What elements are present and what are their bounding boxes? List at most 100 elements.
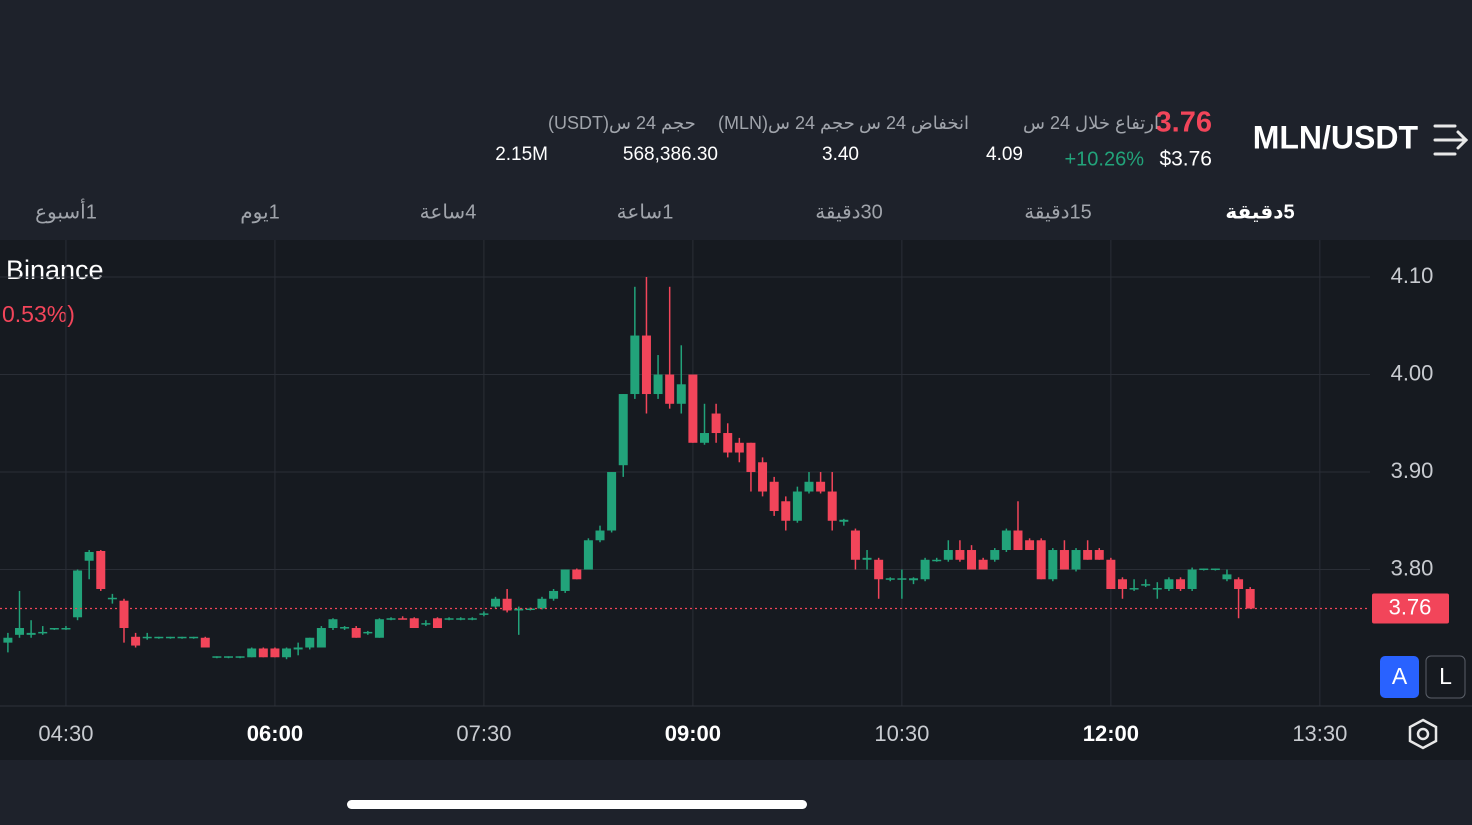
candle-body (781, 501, 791, 521)
timeframe-tab[interactable]: 1ساعة (617, 201, 674, 223)
candle-body (456, 618, 466, 620)
candle-body (1013, 530, 1023, 551)
log-button[interactable] (1425, 655, 1466, 699)
candle-body (432, 618, 442, 629)
candle-body (1199, 568, 1209, 571)
y-tick-label: 3.80 (1391, 555, 1434, 580)
candle-body (955, 550, 965, 560)
y-tick-label: 4.10 (1391, 263, 1434, 288)
stat-label: حجم 24 س(MLN) (718, 113, 855, 134)
candle-body (827, 491, 837, 521)
candle-body (595, 530, 605, 541)
change: +10.26% (1064, 148, 1144, 170)
timeframe-tab[interactable]: 1يوم (240, 201, 279, 223)
candle-body (978, 559, 988, 570)
candle-body (711, 413, 721, 434)
stat-value: 3.40 (822, 144, 859, 165)
candle-body (723, 433, 733, 453)
candle-body (1059, 550, 1069, 570)
timeframe-tab[interactable]: 4ساعة (420, 201, 477, 223)
candle-body (1210, 568, 1220, 571)
candle-body (967, 550, 977, 570)
candle-body (746, 442, 756, 473)
x-tick-label: 12:00 (1083, 721, 1139, 746)
candle-body (897, 578, 907, 580)
candle-body (386, 618, 396, 620)
price: 3.76 (1156, 107, 1212, 139)
x-tick-label: 13:30 (1292, 721, 1347, 746)
candle-body (525, 608, 535, 611)
stat-value: 2.15M (495, 144, 548, 165)
candle-body (641, 335, 651, 395)
candle-body (177, 636, 187, 639)
price-usd: $3.76 (1159, 148, 1212, 171)
candle-body (363, 631, 373, 634)
candle-body (862, 557, 872, 560)
candle-body (154, 636, 164, 639)
candle-body (630, 335, 640, 395)
home-indicator (347, 800, 807, 809)
candle-body (1117, 579, 1127, 590)
settings-hex (1408, 718, 1438, 750)
candle-body (282, 648, 292, 658)
candle-body (398, 618, 408, 620)
candle-body (212, 656, 222, 658)
candle-body (189, 636, 199, 639)
candle-body (409, 618, 419, 629)
candle-body (247, 648, 257, 658)
candle-body (444, 618, 454, 620)
auto-label: A (1392, 663, 1408, 689)
timeframe-tab[interactable]: 15دقيقة (1024, 201, 1092, 223)
candle-body (1001, 530, 1011, 551)
candle-body (700, 433, 710, 443)
candle-body (734, 442, 744, 453)
timeframe-tab[interactable]: 1أسبوع (35, 198, 97, 223)
candle-body (792, 491, 802, 521)
candle-body (96, 550, 106, 590)
timeframe-tab[interactable]: 5دقيقة (1225, 201, 1294, 223)
candle-body (49, 628, 59, 630)
candle-body (1129, 588, 1139, 590)
candle-body (572, 569, 582, 580)
candle-body (560, 569, 570, 591)
candle-body (119, 600, 129, 629)
candle-body (328, 619, 338, 629)
last-price-label: 3.76 (1389, 594, 1432, 619)
candle-body (514, 608, 524, 611)
auto-button[interactable] (1380, 656, 1419, 698)
timeframe-tab[interactable]: 30دقيقة (815, 201, 883, 223)
candle-body (839, 519, 849, 522)
candle-body (26, 632, 36, 635)
candle-body (270, 648, 280, 658)
x-tick-label: 10:30 (874, 721, 929, 746)
candle-body (165, 636, 175, 639)
candle-body (61, 628, 71, 630)
pair[interactable]: MLN/USDT (1253, 119, 1419, 155)
candle-body (316, 628, 326, 648)
candle-body (943, 550, 953, 560)
candle-body (258, 648, 268, 658)
candle-body (908, 578, 918, 581)
candle-body (990, 550, 1000, 560)
stat-label: ارتفاع خلال 24 س (1023, 113, 1159, 134)
menu-icon[interactable] (1433, 124, 1469, 156)
candle-body (1234, 579, 1244, 590)
candle-body (688, 374, 698, 443)
candle-body (850, 530, 860, 560)
candle-body (1176, 579, 1186, 590)
stat-label: انخفاض 24 س (859, 113, 969, 134)
candle-body (874, 559, 884, 580)
candle-body (1187, 569, 1197, 590)
x-tick-label: 07:30 (456, 721, 511, 746)
settings-icon[interactable] (1408, 718, 1438, 750)
candle-body (583, 540, 593, 570)
x-tick-label: 06:00 (247, 721, 303, 746)
candle-body (1025, 540, 1035, 551)
candle-body (1141, 584, 1151, 586)
y-tick-label: 3.90 (1391, 458, 1434, 483)
candle-body (1036, 540, 1046, 580)
stat-value: 568,386.30 (623, 144, 718, 165)
x-tick-label: 09:00 (665, 721, 721, 746)
candle-body (305, 637, 315, 648)
